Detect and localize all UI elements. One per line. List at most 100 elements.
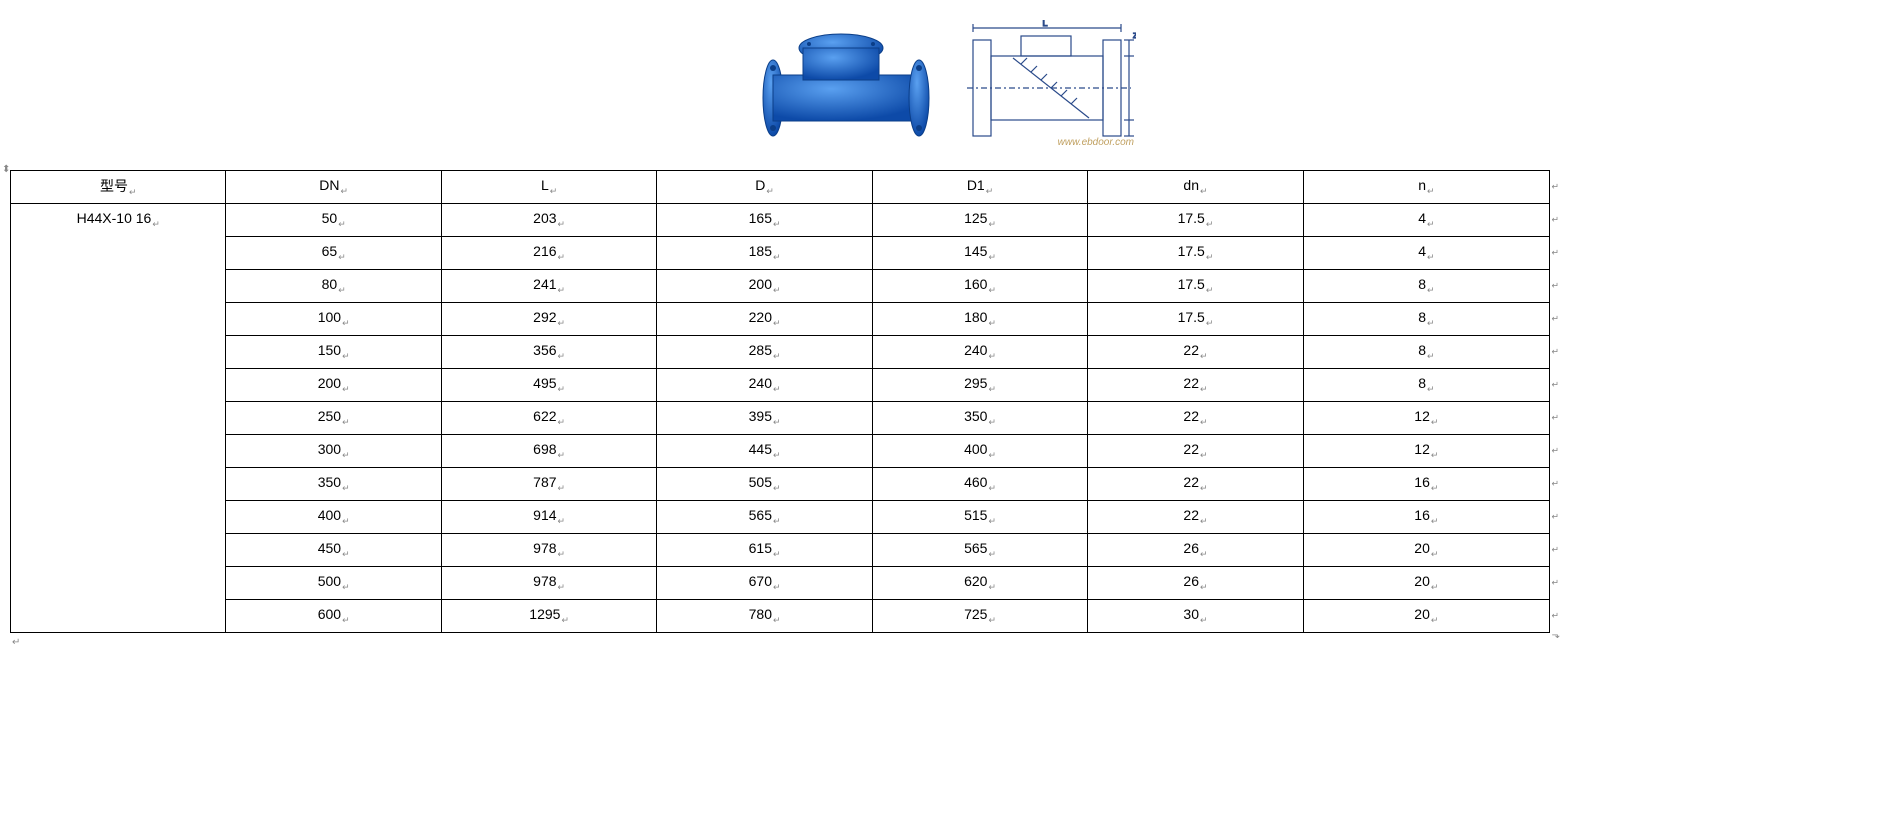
cell-dn_small: 22↵: [1088, 501, 1303, 534]
cell-dn: 50↵: [226, 204, 441, 237]
valve-diagram: L: [961, 20, 1136, 150]
cell-d1: 515↵: [872, 501, 1087, 534]
cell-d: 780↵: [657, 600, 872, 633]
cell-dn_small: 22↵: [1088, 336, 1303, 369]
cell-dn_small: 17.5↵: [1088, 237, 1303, 270]
cell-n: 4↵↵: [1303, 237, 1549, 270]
cell-n: 12↵↵: [1303, 435, 1549, 468]
table-row: H44X-10 16↵50↵203↵165↵125↵17.5↵4↵↵: [11, 204, 1550, 237]
cell-dn: 300↵: [226, 435, 441, 468]
cell-dn_small: 22↵: [1088, 435, 1303, 468]
cell-d1: 725↵: [872, 600, 1087, 633]
cell-dn_small: 17.5↵: [1088, 204, 1303, 237]
table-row: 600↵1295↵780↵725↵30↵20↵↵: [11, 600, 1550, 633]
cell-n: 8↵↵: [1303, 303, 1549, 336]
cell-n: 16↵↵: [1303, 501, 1549, 534]
cell-l: 495↵: [441, 369, 656, 402]
watermark-text: www.ebdoor.com: [1058, 137, 1134, 148]
cell-l: 1295↵: [441, 600, 656, 633]
header-model: 型号↵: [11, 171, 226, 204]
cell-dn_small: 30↵: [1088, 600, 1303, 633]
diagram-label-l: L: [1042, 20, 1047, 28]
cell-d1: 460↵: [872, 468, 1087, 501]
cell-n: 16↵↵: [1303, 468, 1549, 501]
cell-l: 978↵: [441, 567, 656, 600]
cell-d1: 295↵: [872, 369, 1087, 402]
cell-dn: 100↵: [226, 303, 441, 336]
table-row: 400↵914↵565↵515↵22↵16↵↵: [11, 501, 1550, 534]
cell-d: 220↵: [657, 303, 872, 336]
table-corner-handle: ⬍: [2, 164, 10, 175]
cell-l: 241↵: [441, 270, 656, 303]
cell-n: 20↵↵: [1303, 534, 1549, 567]
table-row: 65↵216↵185↵145↵17.5↵4↵↵: [11, 237, 1550, 270]
cell-dn: 150↵: [226, 336, 441, 369]
cell-dn: 450↵: [226, 534, 441, 567]
cell-n: 20↵↵: [1303, 567, 1549, 600]
table-corner-handle: ⬎: [1552, 630, 1560, 641]
header-dn-small: dn↵: [1088, 171, 1303, 204]
cell-dn_small: 22↵: [1088, 369, 1303, 402]
cell-dn_small: 17.5↵: [1088, 303, 1303, 336]
cell-l: 216↵: [441, 237, 656, 270]
cell-l: 978↵: [441, 534, 656, 567]
cell-dn: 350↵: [226, 468, 441, 501]
cell-d: 505↵: [657, 468, 872, 501]
cell-d1: 620↵: [872, 567, 1087, 600]
cell-d: 615↵: [657, 534, 872, 567]
table-row: 80↵241↵200↵160↵17.5↵8↵↵: [11, 270, 1550, 303]
header-d1: D1↵: [872, 171, 1087, 204]
footer-marker: ↵: [10, 633, 1877, 648]
table-row: 150↵356↵285↵240↵22↵8↵↵: [11, 336, 1550, 369]
cell-d: 240↵: [657, 369, 872, 402]
cell-d: 395↵: [657, 402, 872, 435]
cell-d1: 240↵: [872, 336, 1087, 369]
cell-dn_small: 22↵: [1088, 402, 1303, 435]
cell-d: 670↵: [657, 567, 872, 600]
cell-n: 8↵↵: [1303, 369, 1549, 402]
cell-d: 185↵: [657, 237, 872, 270]
table-row: 250↵622↵395↵350↵22↵12↵↵: [11, 402, 1550, 435]
cell-dn: 500↵: [226, 567, 441, 600]
table-row: 350↵787↵505↵460↵22↵16↵↵: [11, 468, 1550, 501]
cell-d1: 400↵: [872, 435, 1087, 468]
cell-dn: 400↵: [226, 501, 441, 534]
cell-dn_small: 17.5↵: [1088, 270, 1303, 303]
cell-dn_small: 22↵: [1088, 468, 1303, 501]
valve-photo: [751, 20, 941, 150]
cell-l: 698↵: [441, 435, 656, 468]
model-cell: H44X-10 16↵: [11, 204, 226, 633]
cell-d: 200↵: [657, 270, 872, 303]
cell-d: 165↵: [657, 204, 872, 237]
header-dn: DN↵: [226, 171, 441, 204]
cell-dn_small: 26↵: [1088, 534, 1303, 567]
cell-n: 4↵↵: [1303, 204, 1549, 237]
cell-l: 356↵: [441, 336, 656, 369]
cell-d1: 145↵: [872, 237, 1087, 270]
header-d: D↵: [657, 171, 872, 204]
table-row: 300↵698↵445↵400↵22↵12↵↵: [11, 435, 1550, 468]
cell-d: 565↵: [657, 501, 872, 534]
table-row: 500↵978↵670↵620↵26↵20↵↵: [11, 567, 1550, 600]
cell-d1: 180↵: [872, 303, 1087, 336]
spec-table-wrap: ⬍ 型号↵ DN↵ L↵ D↵ D1↵ dn↵ n↵↵ H44X-10 16↵5…: [10, 170, 1550, 633]
diagram-label-znd: Z-nd: [1133, 33, 1136, 40]
cell-dn: 600↵: [226, 600, 441, 633]
cell-d1: 350↵: [872, 402, 1087, 435]
cell-n: 12↵↵: [1303, 402, 1549, 435]
table-header-row: 型号↵ DN↵ L↵ D↵ D1↵ dn↵ n↵↵: [11, 171, 1550, 204]
cell-d: 285↵: [657, 336, 872, 369]
cell-n: 8↵↵: [1303, 336, 1549, 369]
cell-dn: 200↵: [226, 369, 441, 402]
cell-d: 445↵: [657, 435, 872, 468]
cell-dn: 80↵: [226, 270, 441, 303]
cell-n: 8↵↵: [1303, 270, 1549, 303]
cell-dn: 65↵: [226, 237, 441, 270]
cell-dn_small: 26↵: [1088, 567, 1303, 600]
cell-d1: 125↵: [872, 204, 1087, 237]
cell-l: 203↵: [441, 204, 656, 237]
table-row: 450↵978↵615↵565↵26↵20↵↵: [11, 534, 1550, 567]
image-area: L: [10, 10, 1877, 170]
cell-l: 787↵: [441, 468, 656, 501]
cell-n: 20↵↵: [1303, 600, 1549, 633]
